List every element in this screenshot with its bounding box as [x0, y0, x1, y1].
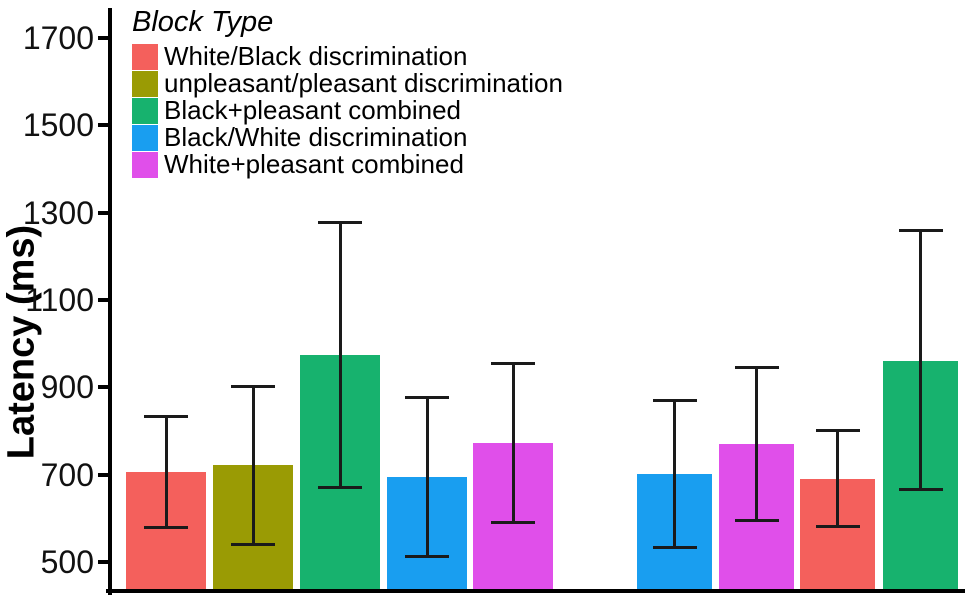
y-tick-label: 1100	[25, 282, 94, 319]
legend-swatch	[132, 43, 158, 70]
error-bar-cap	[405, 396, 449, 400]
legend-label: unpleasant/pleasant discrimination	[164, 68, 563, 98]
y-axis-tick	[98, 385, 110, 390]
legend-swatch	[132, 70, 158, 97]
error-bar-cap	[815, 524, 860, 528]
legend-entry-2: unpleasant/pleasant discrimination	[132, 70, 563, 97]
y-axis-tick	[98, 210, 110, 215]
y-axis-tick	[98, 560, 110, 565]
y-tick-label: 900	[40, 369, 94, 406]
error-bar-cap	[652, 399, 697, 403]
y-axis-tick	[98, 123, 110, 128]
legend-entry-3: Black+pleasant combined	[132, 97, 563, 124]
legend-title: Block Type	[132, 6, 274, 38]
error-bar-line	[338, 222, 342, 488]
error-bar-cap	[491, 520, 535, 524]
y-tick-label: 700	[40, 456, 94, 493]
legend-label: White+pleasant combined	[164, 149, 464, 179]
legend-label: Black/White discrimination	[164, 122, 468, 152]
y-tick-label: 1700	[22, 20, 94, 57]
error-bar-line	[919, 230, 922, 490]
error-bar-cap	[144, 525, 188, 529]
legend-swatch	[132, 124, 158, 151]
error-bar-cap	[815, 428, 860, 432]
error-bar-cap	[734, 518, 779, 522]
error-bar-line	[251, 386, 255, 545]
error-bar-line	[425, 397, 429, 557]
legend-swatch	[132, 97, 158, 124]
error-bar-cap	[405, 554, 449, 558]
legend: Block Type White/Black discrimination unp…	[132, 4, 563, 178]
legend-entries: White/Black discrimination unpleasant/ple…	[132, 43, 563, 178]
y-axis-tick	[98, 472, 110, 477]
legend-entry-1: White/Black discrimination	[132, 43, 563, 70]
error-bar-cap	[491, 361, 535, 365]
error-bar-cap	[318, 485, 362, 489]
legend-swatch	[132, 151, 158, 178]
y-tick-label: 1500	[22, 107, 94, 144]
legend-label: Black+pleasant combined	[164, 95, 462, 125]
error-bar-cap	[898, 229, 943, 233]
error-bar-line	[836, 430, 839, 527]
error-bar-cap	[734, 366, 779, 370]
error-bar-line	[511, 363, 515, 523]
y-axis-line	[108, 8, 112, 595]
error-bar-cap	[898, 487, 943, 491]
error-bar-line	[673, 400, 676, 548]
y-axis-tick	[98, 298, 110, 303]
error-bar-cap	[144, 415, 188, 419]
error-bar-line	[164, 416, 168, 528]
error-bar-line	[755, 367, 758, 521]
legend-entry-4: Black/White discrimination	[132, 124, 563, 151]
y-tick-label: 500	[40, 544, 94, 581]
error-bar-cap	[231, 542, 275, 546]
error-bar-cap	[318, 220, 362, 224]
error-bar-cap	[652, 546, 697, 550]
legend-entry-5: White+pleasant combined	[132, 151, 563, 178]
error-bar-cap	[231, 384, 275, 388]
legend-label: White/Black discrimination	[164, 41, 468, 71]
x-axis-line	[106, 589, 965, 593]
y-axis-tick	[98, 36, 110, 41]
y-tick-label: 1300	[22, 194, 94, 231]
